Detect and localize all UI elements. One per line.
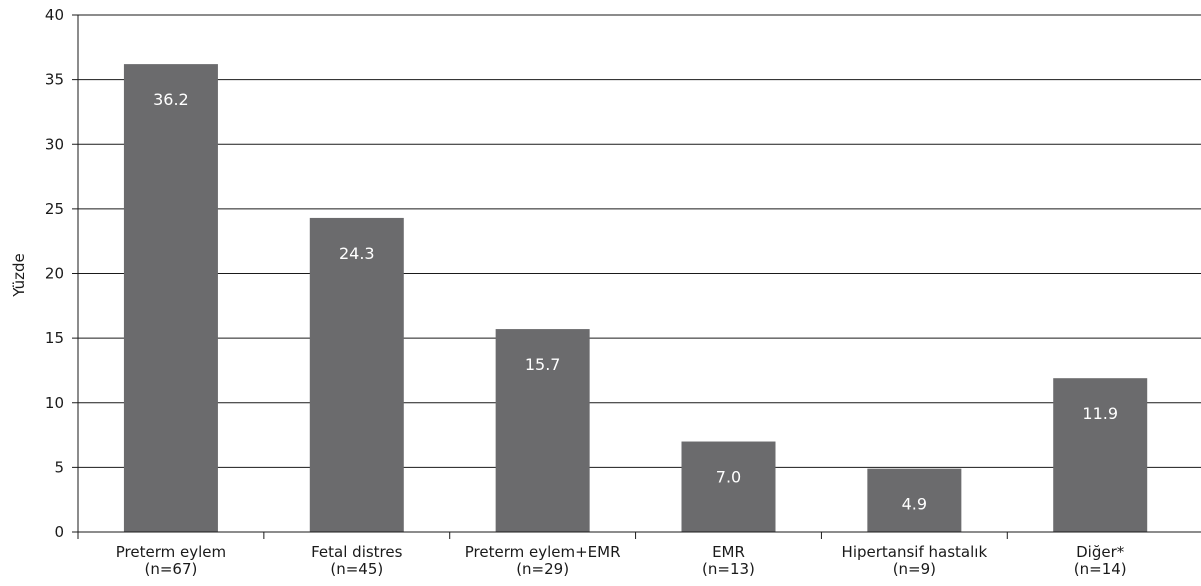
bar (123, 64, 218, 533)
y-axis-title: Yüzde (10, 253, 28, 298)
x-tick-count-label: (n=29) (516, 560, 569, 578)
y-tick-label: 10 (45, 394, 64, 412)
data-label: 4.9 (902, 495, 927, 514)
x-tick-label: Fetal distres (311, 543, 402, 561)
x-tick-count-label: (n=13) (702, 560, 755, 578)
y-tick-label: 35 (45, 71, 64, 89)
x-tick-label: EMR (712, 543, 745, 561)
data-label: 24.3 (339, 244, 375, 263)
y-tick-labels: 0 5 10 15 20 25 30 35 40 (45, 6, 78, 541)
x-tick-labels: Preterm eylem(n=67) Fetal distres(n=45) Pr… (77, 532, 1127, 578)
x-tick-count-label: (n=45) (330, 560, 383, 578)
y-tick-label: 40 (45, 6, 64, 24)
bar (867, 468, 962, 532)
bar (495, 329, 590, 532)
data-label: 36.2 (153, 90, 189, 109)
y-tick-label: 25 (45, 200, 64, 218)
gridlines (78, 14, 1201, 468)
x-tick-count-label: (n=67) (144, 560, 197, 578)
x-tick-count-label: (n=14) (1074, 560, 1127, 578)
bars (123, 64, 1148, 533)
data-labels: 36.2 24.3 15.7 7.0 4.9 11.9 (153, 90, 1118, 514)
bar (309, 217, 404, 533)
y-tick-label: 20 (45, 265, 64, 283)
data-label: 7.0 (716, 468, 741, 487)
x-tick-label: Hipertansif hastalık (842, 543, 988, 561)
y-tick-label: 30 (45, 135, 64, 153)
x-tick-count-label: (n=9) (893, 560, 936, 578)
bar (1053, 378, 1148, 532)
x-tick-label: Preterm eylem (116, 543, 226, 561)
y-tick-label: 5 (54, 458, 64, 476)
data-label: 15.7 (525, 355, 561, 374)
bar (681, 441, 776, 532)
y-tick-label: 15 (45, 329, 64, 347)
data-label: 11.9 (1082, 404, 1118, 423)
x-tick-label: Preterm eylem+EMR (465, 543, 621, 561)
y-tick-label: 0 (54, 523, 64, 541)
x-tick-label: Diğer* (1076, 543, 1125, 561)
